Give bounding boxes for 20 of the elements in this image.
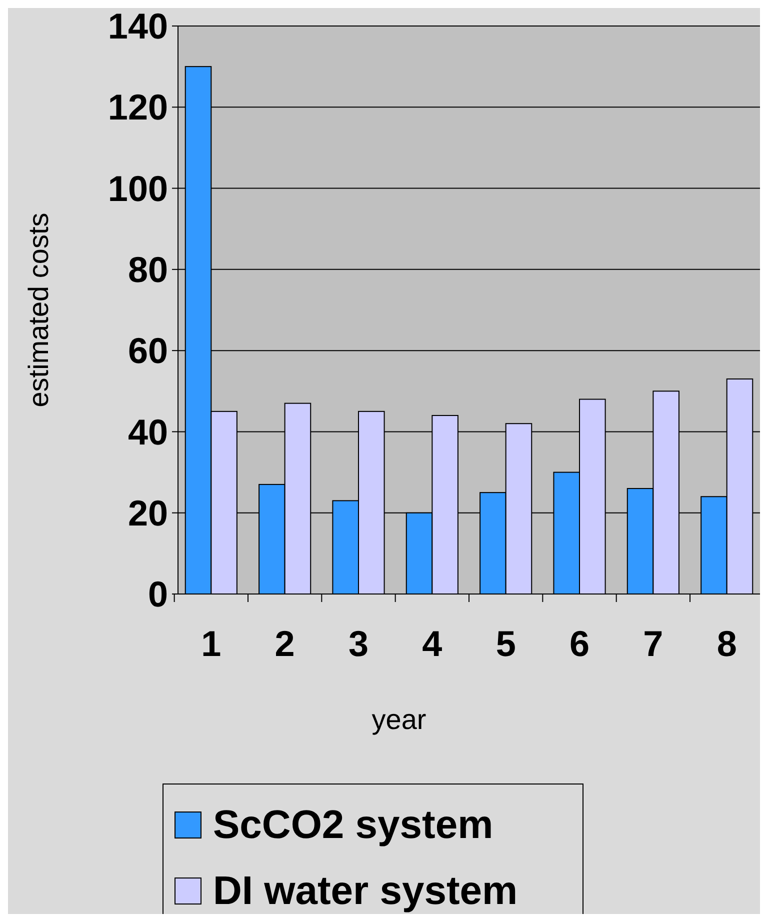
y-tick-label: 80 (128, 249, 168, 290)
y-tick-label: 140 (108, 6, 168, 47)
x-tick-label: 5 (496, 623, 516, 664)
x-tick-label: 7 (643, 623, 664, 664)
x-tick-label: 3 (348, 623, 369, 664)
y-tick-label: 20 (128, 492, 168, 534)
x-tick-label: 6 (569, 623, 590, 664)
x-tick-label: 8 (716, 623, 737, 664)
y-tick-label: 120 (108, 86, 168, 128)
x-tick-label: 4 (422, 623, 442, 664)
legend-label: ScCO2 system (213, 803, 494, 847)
x-tick-label: 2 (274, 623, 295, 664)
y-axis-title: estimated costs (23, 212, 54, 408)
y-tick-label: 40 (128, 411, 168, 452)
legend-label: DI water system (213, 869, 518, 913)
y-tick-label: 60 (128, 330, 168, 372)
y-tick-label: 0 (148, 574, 168, 615)
x-tick-label: 1 (201, 623, 222, 664)
y-tick-label: 100 (108, 168, 168, 209)
x-axis-title: year (372, 704, 426, 735)
